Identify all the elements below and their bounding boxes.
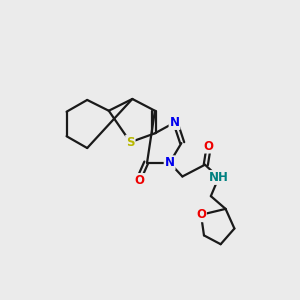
Text: O: O bbox=[134, 174, 144, 187]
Text: S: S bbox=[126, 136, 135, 148]
Text: N: N bbox=[165, 156, 175, 169]
Text: O: O bbox=[196, 208, 206, 221]
Text: NH: NH bbox=[209, 171, 229, 184]
Text: O: O bbox=[203, 140, 213, 153]
Text: N: N bbox=[169, 116, 179, 129]
